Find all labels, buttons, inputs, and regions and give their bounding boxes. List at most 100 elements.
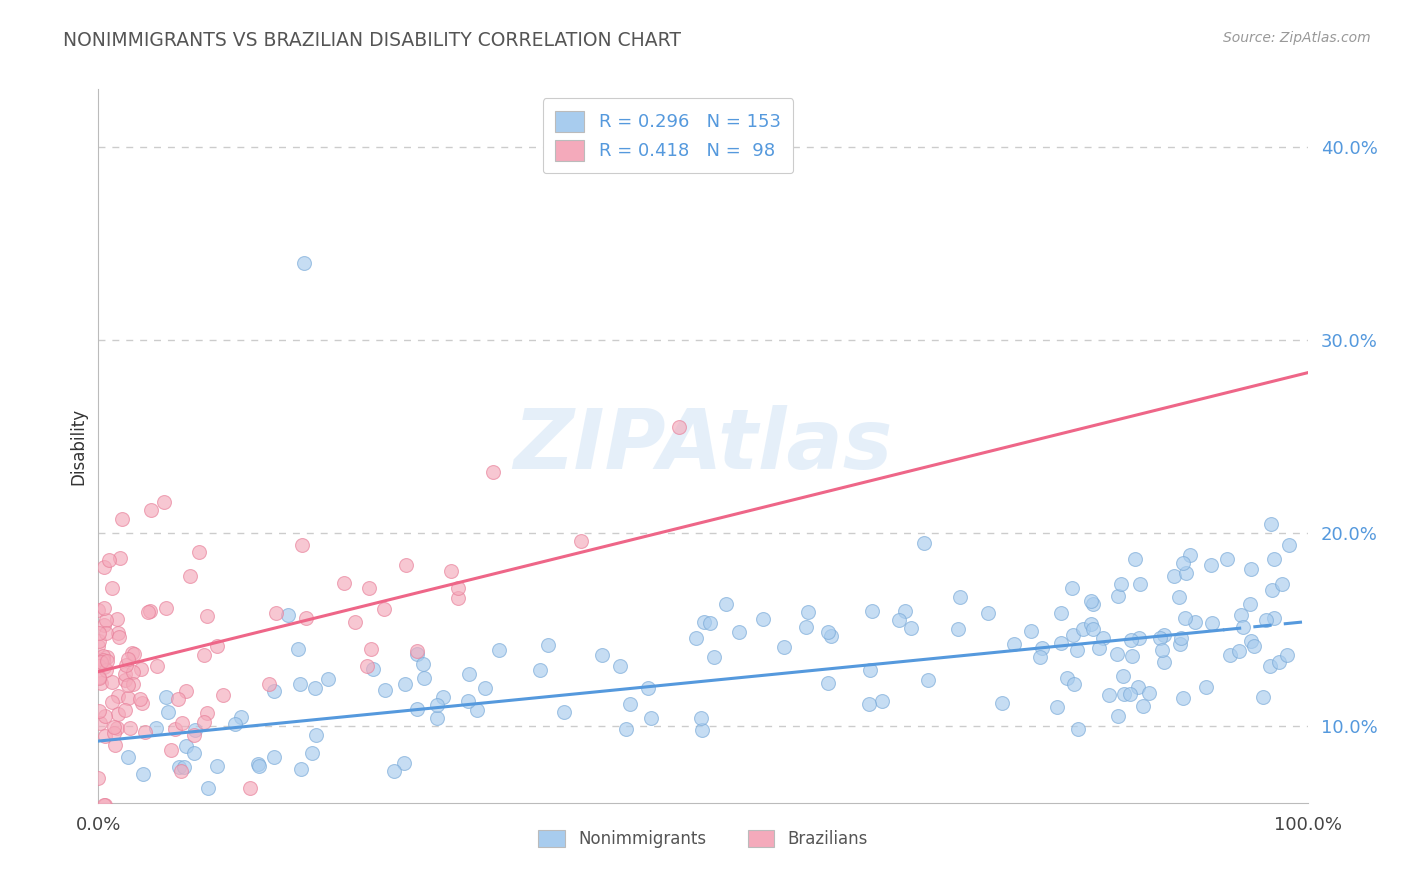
Point: [93, 797, 115, 812]
Point: [101, 695, 124, 709]
Point: [537, 638, 560, 652]
Point: [395, 558, 418, 572]
Point: [291, 538, 314, 552]
Point: [1126, 680, 1149, 694]
Point: [101, 674, 124, 689]
Point: [246, 757, 269, 772]
Point: [170, 715, 193, 730]
Point: [163, 722, 186, 736]
Point: [134, 724, 156, 739]
Point: [1066, 643, 1088, 657]
Point: [263, 684, 285, 698]
Point: [94, 663, 117, 677]
Point: [1174, 566, 1197, 580]
Point: [394, 756, 416, 770]
Point: [1062, 628, 1084, 642]
Point: [93, 560, 115, 574]
Point: [426, 698, 449, 713]
Point: [263, 749, 285, 764]
Point: [105, 612, 128, 626]
Point: [1260, 582, 1282, 597]
Point: [1278, 538, 1301, 552]
Point: [107, 707, 129, 722]
Point: [295, 611, 318, 625]
Point: [96, 654, 118, 668]
Point: [458, 667, 481, 681]
Point: [93, 660, 115, 674]
Point: [569, 533, 592, 548]
Point: [619, 697, 641, 711]
Point: [153, 495, 176, 509]
Point: [1129, 577, 1152, 591]
Text: NONIMMIGRANTS VS BRAZILIAN DISABILITY CORRELATION CHART: NONIMMIGRANTS VS BRAZILIAN DISABILITY CO…: [63, 31, 682, 50]
Point: [287, 641, 309, 656]
Point: [1149, 631, 1171, 645]
Point: [1150, 643, 1173, 657]
Point: [167, 692, 190, 706]
Point: [167, 760, 190, 774]
Point: [117, 691, 139, 706]
Point: [139, 503, 162, 517]
Point: [139, 604, 162, 618]
Point: [96, 613, 118, 627]
Point: [1171, 557, 1194, 571]
Point: [752, 612, 775, 626]
Point: [93, 797, 115, 812]
Point: [361, 662, 384, 676]
Point: [1240, 562, 1263, 576]
Point: [465, 703, 488, 717]
Point: [1063, 677, 1085, 691]
Point: [860, 604, 883, 618]
Point: [1080, 594, 1102, 608]
Point: [114, 666, 136, 681]
Point: [1184, 615, 1206, 629]
Point: [870, 694, 893, 708]
Point: [406, 702, 429, 716]
Point: [146, 658, 169, 673]
Point: [912, 536, 935, 550]
Point: [122, 665, 145, 679]
Point: [305, 728, 328, 742]
Point: [1263, 611, 1285, 625]
Point: [457, 693, 479, 707]
Point: [155, 690, 177, 704]
Point: [1031, 641, 1053, 656]
Point: [107, 690, 129, 704]
Point: [93, 618, 115, 632]
Point: [1199, 558, 1222, 572]
Point: [858, 697, 880, 711]
Point: [96, 650, 118, 665]
Point: [690, 723, 713, 738]
Point: [977, 606, 1000, 620]
Point: [413, 671, 436, 685]
Point: [145, 721, 167, 735]
Point: [356, 659, 378, 673]
Point: [193, 648, 215, 662]
Point: [728, 625, 751, 640]
Point: [1097, 688, 1119, 702]
Point: [101, 581, 124, 595]
Point: [1128, 631, 1150, 645]
Point: [609, 659, 631, 673]
Y-axis label: Disability: Disability: [69, 408, 87, 484]
Point: [447, 581, 470, 595]
Point: [1066, 722, 1088, 736]
Point: [122, 647, 145, 661]
Point: [991, 696, 1014, 710]
Point: [117, 651, 139, 665]
Point: [1174, 610, 1197, 624]
Point: [87, 704, 110, 718]
Point: [1060, 582, 1083, 596]
Point: [1178, 548, 1201, 562]
Point: [1002, 637, 1025, 651]
Point: [1049, 635, 1071, 649]
Point: [1254, 613, 1277, 627]
Point: [1080, 617, 1102, 632]
Point: [301, 746, 323, 760]
Point: [94, 626, 117, 640]
Point: [529, 663, 551, 677]
Point: [94, 729, 117, 743]
Point: [1137, 686, 1160, 700]
Point: [1168, 591, 1191, 605]
Point: [264, 606, 287, 620]
